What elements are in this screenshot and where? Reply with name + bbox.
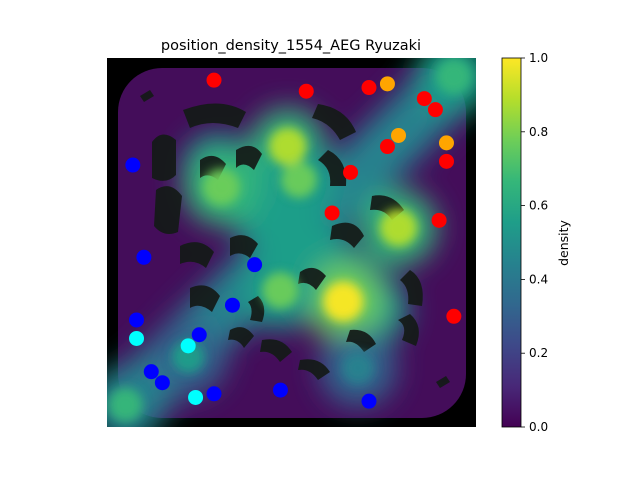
colorbar-label: density <box>556 219 571 265</box>
position-marker <box>192 327 207 342</box>
position-marker <box>299 84 314 99</box>
density-peak <box>323 282 363 322</box>
position-marker <box>129 312 144 327</box>
colorbar-tick-label: 1.0 <box>529 51 548 65</box>
position-marker <box>181 338 196 353</box>
position-marker <box>325 205 340 220</box>
density-peak <box>269 128 307 166</box>
colorbar: 0.0 0.2 0.4 0.6 0.8 1.0 density <box>502 51 571 434</box>
density-peak <box>108 388 142 422</box>
position-marker <box>247 257 262 272</box>
position-marker <box>417 91 432 106</box>
position-marker <box>439 135 454 150</box>
position-marker <box>155 375 170 390</box>
plot-area <box>87 38 491 442</box>
position-marker <box>129 331 144 346</box>
density-peak <box>262 272 298 308</box>
density-peak <box>342 352 373 383</box>
colorbar-tick-label: 0.0 <box>529 420 548 434</box>
position-marker <box>446 309 461 324</box>
density-peak <box>281 162 317 198</box>
position-marker <box>391 128 406 143</box>
density-peak <box>436 59 471 94</box>
colorbar-tick-label: 0.4 <box>529 272 548 286</box>
position-marker <box>273 383 288 398</box>
position-marker <box>125 158 140 173</box>
position-marker <box>361 80 376 95</box>
colorbar-ticks: 0.0 0.2 0.4 0.6 0.8 1.0 <box>521 51 548 434</box>
colorbar-tick-label: 0.2 <box>529 346 548 360</box>
position-marker <box>225 298 240 313</box>
position-marker <box>136 250 151 265</box>
position-marker <box>432 213 447 228</box>
density-peak <box>203 169 240 206</box>
position-marker <box>188 390 203 405</box>
density-peak <box>380 209 418 247</box>
position-marker <box>380 76 395 91</box>
colorbar-tick-label: 0.6 <box>529 199 548 213</box>
position-marker <box>343 165 358 180</box>
position-marker <box>380 139 395 154</box>
position-marker <box>207 73 222 88</box>
colorbar-gradient <box>502 58 521 427</box>
position-marker <box>144 364 159 379</box>
position-marker <box>439 154 454 169</box>
position-marker <box>428 102 443 117</box>
position-marker <box>207 386 222 401</box>
position-marker <box>361 394 376 409</box>
chart-title: position_density_1554_AEG Ryuzaki <box>161 38 421 54</box>
colorbar-tick-label: 0.8 <box>529 125 548 139</box>
